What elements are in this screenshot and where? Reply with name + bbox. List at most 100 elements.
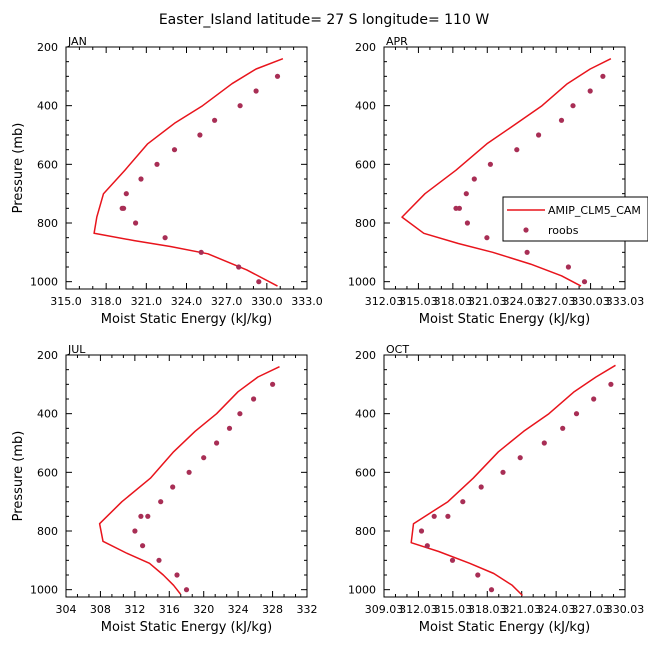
roobs-point [573, 411, 580, 417]
y-tick-label: 400 [355, 408, 376, 421]
legend-label-model: AMIP_CLM5_CAM [548, 204, 641, 217]
roobs-point [132, 528, 138, 534]
roobs-point [591, 396, 597, 402]
model-profile-line [93, 57, 284, 287]
roobs-point [212, 117, 218, 123]
y-tick-label: 1000 [348, 276, 376, 289]
x-tick-label: 330.0 [251, 295, 283, 308]
roobs-point [560, 425, 566, 431]
roobs-point [201, 455, 207, 461]
roobs-point [145, 513, 151, 519]
x-tick-label: 330.03 [571, 295, 610, 308]
roobs-point [418, 528, 425, 534]
panel-oct: OCT309.03312.03315.03318.03321.03324.033… [348, 343, 644, 635]
roobs-point [156, 557, 162, 563]
roobs-point [517, 455, 523, 461]
roobs-point [154, 161, 160, 167]
roobs-point [138, 176, 144, 182]
x-tick-label: 333.03 [606, 295, 645, 308]
x-tick-label: 327.03 [571, 603, 610, 616]
x-tick-label: 330.03 [606, 603, 645, 616]
panel-jul: JUL 304 308 312 316 320 324 328 332 200 400 600 800 1… [11, 343, 318, 635]
x-tick-label: 327.0 [211, 295, 243, 308]
y-axis-label: Pressure (mb) [11, 123, 26, 214]
x-tick-label: 328 [262, 603, 283, 616]
x-tick-label: 318.0 [90, 295, 122, 308]
figure-title: Easter_Island latitude= 27 S longitude= … [159, 12, 489, 28]
x-tick-label: 312.03 [365, 295, 404, 308]
roobs-point [475, 572, 481, 578]
x-tick-label: 308 [90, 603, 111, 616]
x-tick-label: 321.0 [131, 295, 163, 308]
roobs-point [587, 88, 593, 94]
x-tick-label: 324 [228, 603, 249, 616]
plot-frame [65, 46, 308, 290]
plot-area [98, 366, 280, 595]
roobs-point [140, 543, 146, 549]
x-axis-label: Moist Static Energy (kJ/kg) [419, 312, 590, 327]
x-tick-label: 318.03 [468, 603, 507, 616]
roobs-point [478, 484, 484, 490]
x-tick-label: 320 [193, 603, 214, 616]
y-tick-label: 200 [355, 349, 376, 362]
roobs-point [514, 147, 520, 153]
x-tick-label: 309.03 [365, 603, 404, 616]
roobs-point [460, 499, 466, 505]
roobs-point [198, 249, 204, 255]
roobs-point [119, 205, 125, 211]
roobs-point [449, 557, 456, 563]
x-axis-label: Moist Static Energy (kJ/kg) [419, 620, 590, 635]
roobs-point [170, 484, 176, 490]
roobs-point [138, 513, 144, 519]
roobs-point [133, 220, 139, 226]
x-tick-label: 321.03 [468, 295, 507, 308]
y-tick-label: 400 [37, 408, 58, 421]
roobs-point [253, 88, 259, 94]
legend-label-obs: roobs [548, 224, 579, 237]
roobs-point [158, 499, 164, 505]
roobs-point [445, 513, 451, 519]
x-tick-label: 315.03 [399, 295, 438, 308]
panel-label: JUL [67, 343, 86, 356]
y-tick-label: 1000 [30, 584, 58, 597]
roobs-point [162, 235, 168, 241]
roobs-point [236, 264, 242, 270]
x-tick-label: 333.0 [291, 295, 323, 308]
panel-apr: APR312.03315.03318.03321.03324.03327.033… [348, 35, 648, 327]
x-tick-label: 315.03 [434, 603, 473, 616]
y-tick-label: 200 [355, 41, 376, 54]
x-tick-label: 312.03 [399, 603, 438, 616]
roobs-point [197, 132, 203, 138]
roobs-point [471, 176, 477, 182]
roobs-point [424, 543, 430, 549]
roobs-point [183, 587, 190, 593]
roobs-point [541, 440, 547, 446]
y-tick-label: 800 [37, 525, 58, 538]
roobs-point [256, 279, 262, 285]
x-tick-label: 321.03 [502, 603, 541, 616]
y-tick-label: 600 [355, 158, 376, 171]
roobs-point [487, 161, 493, 167]
model-profile-line [410, 364, 616, 597]
panel-jan: JAN 315.0 318.0 321.0 324.0 327.0 330.0 333.0 20… [11, 35, 323, 327]
y-axis-label: Pressure (mb) [11, 431, 26, 522]
roobs-point [565, 264, 572, 270]
y-tick-label: 600 [355, 466, 376, 479]
roobs-point [186, 469, 192, 475]
roobs-point [270, 381, 276, 387]
x-tick-label: 316 [159, 603, 180, 616]
plot-area [401, 58, 612, 287]
y-tick-label: 800 [37, 217, 58, 230]
model-profile-line [98, 366, 280, 595]
roobs-point [581, 279, 588, 285]
x-tick-label: 332 [297, 603, 318, 616]
roobs-point [237, 103, 243, 109]
legend-box [502, 196, 648, 242]
x-tick-label: 324.03 [537, 603, 576, 616]
x-axis-label: Moist Static Energy (kJ/kg) [101, 620, 272, 635]
plot-area [93, 57, 284, 287]
model-profile-line [401, 58, 612, 287]
x-tick-label: 327.03 [537, 295, 576, 308]
x-tick-label: 312 [124, 603, 145, 616]
